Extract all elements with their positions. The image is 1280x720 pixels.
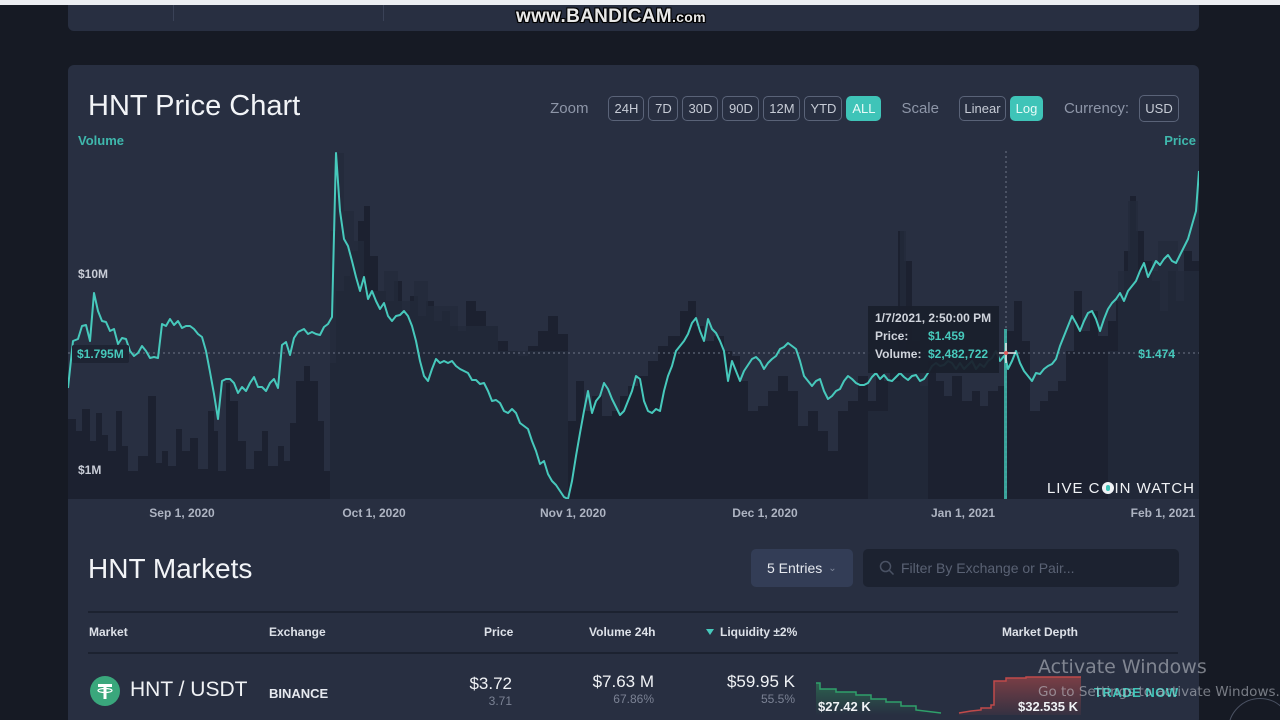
activate-windows-title: Activate Windows bbox=[1038, 656, 1207, 678]
floating-action-button[interactable] bbox=[1228, 698, 1280, 720]
column-header-liquidity[interactable]: Liquidity ±2% bbox=[706, 625, 797, 639]
price-line bbox=[68, 152, 1199, 499]
volume-tick-10m: $10M bbox=[78, 267, 109, 281]
liquidity-cell: $59.95 K 55.5% bbox=[698, 672, 795, 706]
column-header-volume[interactable]: Volume 24h bbox=[589, 625, 656, 639]
tooltip-price-row: Price: $1.459 bbox=[875, 329, 992, 343]
zoom-90d-button[interactable]: 90D bbox=[722, 95, 760, 121]
currency-select[interactable]: USD bbox=[1139, 94, 1179, 122]
entries-dropdown[interactable]: 5 Entries ⌄ bbox=[751, 549, 853, 587]
x-tick: Sep 1, 2020 bbox=[149, 506, 215, 520]
browser-top-edge bbox=[0, 0, 1280, 5]
price-sub: 3.71 bbox=[488, 694, 512, 708]
price-value: $3.72 bbox=[469, 674, 512, 693]
x-tick: Dec 1, 2020 bbox=[732, 506, 798, 520]
depth-bid-value: $27.42 K bbox=[818, 699, 871, 714]
column-header-exchange[interactable]: Exchange bbox=[269, 625, 326, 639]
tooltip-volume-row: Volume: $2,482,722 bbox=[875, 347, 992, 361]
x-tick: Feb 1, 2021 bbox=[1130, 506, 1196, 520]
volume-axis-label: Volume bbox=[78, 133, 124, 148]
zoom-label: Zoom bbox=[550, 99, 589, 117]
sort-desc-icon bbox=[706, 629, 714, 635]
currency-label: Currency: bbox=[1063, 99, 1129, 117]
previous-card bbox=[68, 5, 1199, 31]
chart-plot-area[interactable]: $10M $1M $1.795M $1.474 1/7/2021, 2:50:0… bbox=[68, 151, 1199, 499]
exchange-name: BINANCE bbox=[269, 686, 329, 701]
zoom-ytd-button[interactable]: YTD bbox=[804, 95, 843, 121]
column-header-price[interactable]: Price bbox=[484, 625, 514, 639]
table-top-divider bbox=[88, 611, 1178, 613]
search-icon bbox=[879, 560, 895, 576]
activate-windows-hint: Go to Settings to activate Windows. bbox=[1038, 684, 1280, 700]
highlighted-volume-bar bbox=[1004, 329, 1007, 499]
x-tick: Oct 1, 2020 bbox=[342, 506, 406, 520]
x-axis: Sep 1, 2020 Oct 1, 2020 Nov 1, 2020 Dec … bbox=[68, 499, 1199, 527]
volume-value: $7.63 M bbox=[592, 672, 654, 691]
tooltip-volume-label: Volume: bbox=[875, 347, 922, 361]
watermark-suffix: .com bbox=[671, 9, 706, 25]
crosshair-price-badge: $1.474 bbox=[1138, 347, 1175, 361]
chart-controls: Zoom 24H 7D 30D 90D 12M YTD ALL Scale Li… bbox=[550, 94, 1199, 122]
chart-title: HNT Price Chart bbox=[88, 90, 301, 122]
divider bbox=[383, 5, 384, 21]
price-chart-card: HNT Price Chart Zoom 24H 7D 30D 90D 12M … bbox=[68, 65, 1199, 720]
table-header-divider bbox=[88, 652, 1178, 654]
market-pair[interactable]: HNT / USDT bbox=[130, 678, 248, 701]
chevron-down-icon: ⌄ bbox=[828, 562, 837, 574]
tooltip-datetime: 1/7/2021, 2:50:00 PM bbox=[875, 311, 992, 325]
zoom-7d-button[interactable]: 7D bbox=[648, 95, 679, 121]
volume-cell: $7.63 M 67.86% bbox=[568, 672, 654, 706]
depth-ask-value: $32.535 K bbox=[1018, 699, 1078, 714]
brand-text-left: LIVE C bbox=[1046, 480, 1101, 497]
crosshair-volume-badge: $1.795M bbox=[72, 345, 129, 363]
chart-tooltip: 1/7/2021, 2:50:00 PM Price: $1.459 Volum… bbox=[868, 306, 999, 373]
entries-label: 5 Entries bbox=[767, 560, 823, 576]
tether-icon bbox=[90, 676, 120, 706]
scale-label: Scale bbox=[901, 99, 939, 117]
recorder-watermark: www.BANDICAM.com bbox=[516, 6, 706, 28]
tooltip-price-value: $1.459 bbox=[928, 329, 965, 343]
zoom-12m-button[interactable]: 12M bbox=[763, 95, 801, 121]
watermark-text: www.BANDICAM bbox=[516, 6, 672, 27]
volume-sub: 67.86% bbox=[613, 692, 654, 706]
coin-icon bbox=[1101, 482, 1114, 494]
filter-box[interactable] bbox=[863, 549, 1179, 587]
price-axis-label: Price bbox=[1164, 133, 1196, 148]
market-depth-chart bbox=[816, 676, 1081, 715]
divider bbox=[173, 5, 174, 21]
livecoinwatch-logo: LIVE C IN WATCH bbox=[1047, 480, 1195, 497]
zoom-all-button[interactable]: ALL bbox=[846, 95, 882, 121]
column-header-depth: Market Depth bbox=[1002, 625, 1079, 639]
filter-input[interactable] bbox=[901, 560, 1171, 576]
zoom-30d-button[interactable]: 30D bbox=[682, 95, 719, 121]
zoom-24h-button[interactable]: 24H bbox=[608, 95, 645, 121]
markets-title: HNT Markets bbox=[88, 553, 253, 584]
liquidity-value: $59.95 K bbox=[726, 672, 795, 691]
volume-bars bbox=[68, 196, 1199, 499]
volume-tick-1m: $1M bbox=[78, 463, 102, 477]
crosshair-dot bbox=[1004, 351, 1008, 355]
column-header-market[interactable]: Market bbox=[89, 625, 128, 639]
tooltip-price-label: Price: bbox=[875, 329, 909, 343]
trade-now-button[interactable]: TRADE NOW bbox=[1094, 685, 1179, 700]
chart-svg bbox=[68, 151, 1199, 499]
liquidity-sub: 55.5% bbox=[760, 692, 795, 706]
tooltip-volume-value: $2,482,722 bbox=[928, 347, 989, 361]
price-cell: $3.72 3.71 bbox=[452, 674, 512, 708]
liquidity-header-label: Liquidity ±2% bbox=[720, 625, 798, 639]
x-tick: Jan 1, 2021 bbox=[930, 506, 996, 520]
x-tick: Nov 1, 2020 bbox=[539, 506, 607, 520]
scale-linear-button[interactable]: Linear bbox=[958, 95, 1006, 121]
brand-text-right: IN WATCH bbox=[1114, 480, 1195, 497]
scale-log-button[interactable]: Log bbox=[1009, 95, 1043, 121]
